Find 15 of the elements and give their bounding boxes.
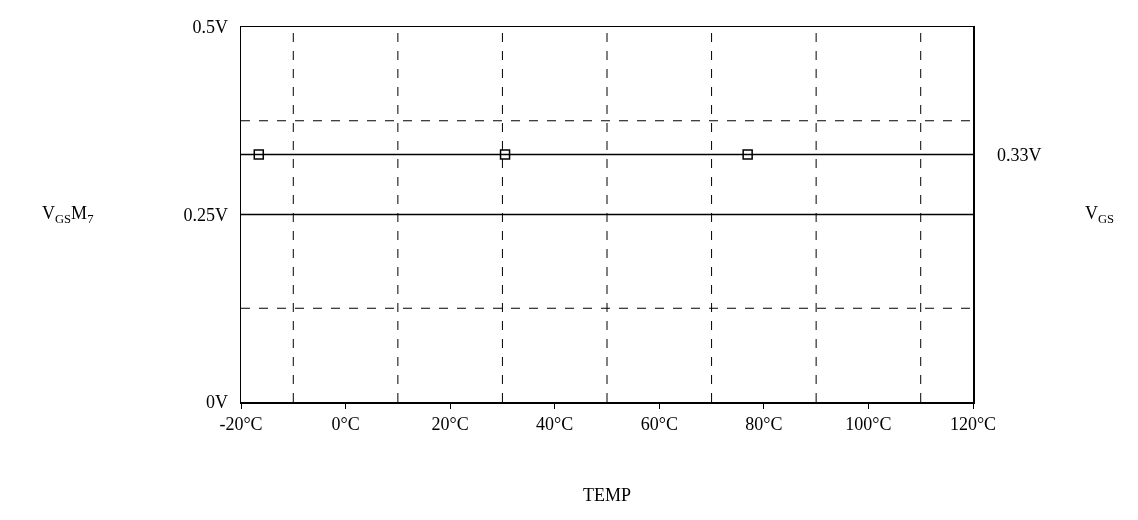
y-tick-label: 0.5V bbox=[192, 17, 228, 38]
x-tick-label: 0°C bbox=[331, 414, 360, 435]
x-tick-label: -20°C bbox=[219, 414, 263, 435]
y-axis-title: V$_{GS}$M$_{7}$ bbox=[42, 203, 94, 226]
x-tick-label: 40°C bbox=[536, 414, 574, 435]
x-tick-label: 100°C bbox=[845, 414, 892, 435]
x-tick-label: 120°C bbox=[949, 414, 997, 435]
x-tick-label: 20°C bbox=[431, 414, 469, 435]
x-tick-label: 80°C bbox=[745, 414, 783, 435]
x-tick-label: 60°C bbox=[640, 414, 678, 435]
y-tick-label: 0.25V bbox=[183, 204, 228, 225]
y-tick-label: 0V bbox=[205, 392, 228, 413]
annotation: 0.33V bbox=[997, 145, 1042, 165]
x-axis-title: TEMP bbox=[582, 484, 632, 505]
y2-axis-title: V$_{GS}$ bbox=[1085, 203, 1115, 226]
